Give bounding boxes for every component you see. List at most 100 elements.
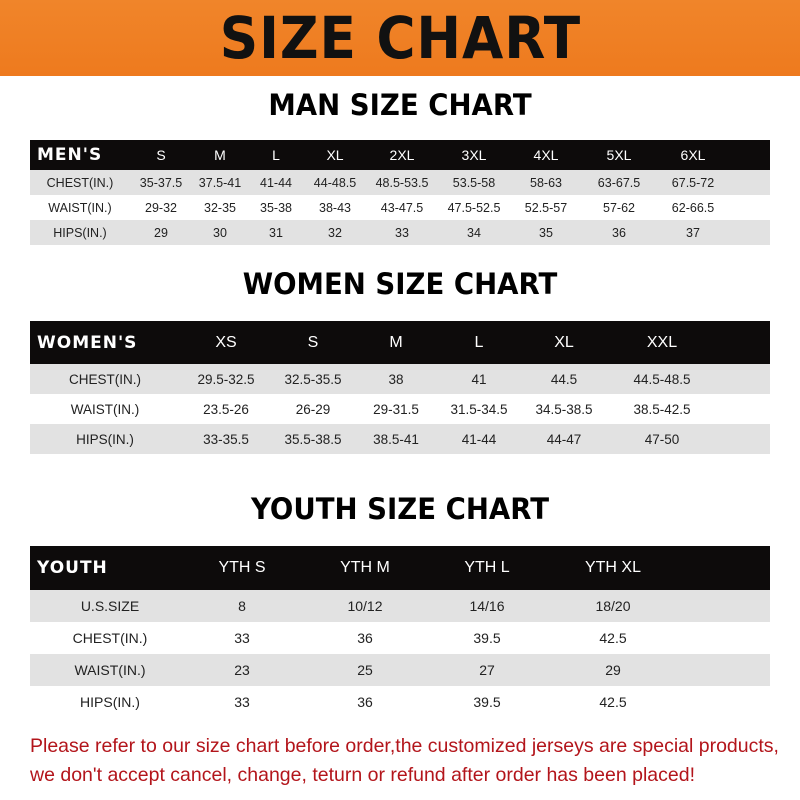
table-cell: 63-67.5	[582, 170, 656, 195]
youth-size-table: YOUTH YTH S YTH M YTH L YTH XL U.S.SIZE 8 10/12…	[30, 546, 770, 718]
empty-cell	[716, 364, 770, 394]
men-chart-title: MAN SIZE CHART	[268, 88, 532, 122]
size-header-cell: L	[248, 140, 304, 170]
table-cell: 38-43	[304, 195, 366, 220]
empty-cell	[730, 195, 770, 220]
empty-cell	[716, 394, 770, 424]
size-header-cell: S	[130, 140, 192, 170]
table-cell: 35-38	[248, 195, 304, 220]
table-cell: 42.5	[538, 686, 688, 718]
table-row: WAIST(IN.) 23.5-26 26-29 29-31.5 31.5-34.5 34…	[30, 394, 770, 424]
table-cell: 36	[294, 686, 436, 718]
table-cell: 29	[130, 220, 192, 245]
table-cell: 38.5-42.5	[608, 394, 716, 424]
table-cell: 41-44	[248, 170, 304, 195]
size-header-cell: 5XL	[582, 140, 656, 170]
measure-label: WAIST(IN.)	[30, 394, 180, 424]
table-cell: 41-44	[438, 424, 520, 454]
header-row: YOUTH YTH S YTH M YTH L YTH XL	[30, 546, 770, 590]
table-cell: 35.5-38.5	[272, 424, 354, 454]
empty-cell	[730, 170, 770, 195]
youth-chart-title: YOUTH SIZE CHART	[250, 492, 550, 526]
size-header-cell: 4XL	[510, 140, 582, 170]
table-cell: 23	[190, 654, 294, 686]
table-row: WAIST(IN.) 29-32 32-35 35-38 38-43 43-47.5 47.…	[30, 195, 770, 220]
table-cell: 53.5-58	[438, 170, 510, 195]
table-row: HIPS(IN.) 33-35.5 35.5-38.5 38.5-41 41-44 44-…	[30, 424, 770, 454]
table-row: HIPS(IN.) 29 30 31 32 33 34 35 36 37	[30, 220, 770, 245]
table-cell: 33-35.5	[180, 424, 272, 454]
table-cell: 31	[248, 220, 304, 245]
table-cell: 44-47	[520, 424, 608, 454]
table-cell: 32.5-35.5	[272, 364, 354, 394]
empty-cell	[688, 622, 770, 654]
table-cell: 8	[190, 590, 294, 622]
table-cell: 10/12	[294, 590, 436, 622]
table-row: CHEST(IN.) 29.5-32.5 32.5-35.5 38 41 44.5 44.5…	[30, 364, 770, 394]
table-row: CHEST(IN.) 33 36 39.5 42.5	[30, 622, 770, 654]
measure-label: HIPS(IN.)	[30, 424, 180, 454]
table-cell: 44.5	[520, 364, 608, 394]
size-header-cell: XL	[304, 140, 366, 170]
size-chart-banner: SIZE CHART	[0, 0, 800, 76]
measure-label: CHEST(IN.)	[30, 364, 180, 394]
table-cell: 36	[294, 622, 436, 654]
table-cell: 43-47.5	[366, 195, 438, 220]
measure-label: WAIST(IN.)	[30, 195, 130, 220]
table-cell: 37	[656, 220, 730, 245]
size-header-cell: XL	[520, 321, 608, 364]
women-chart-title: WOMEN SIZE CHART	[242, 267, 558, 301]
table-cell: 27	[436, 654, 538, 686]
table-title-cell: WOMEN'S	[30, 321, 180, 364]
empty-cell	[688, 546, 770, 590]
table-cell: 14/16	[436, 590, 538, 622]
table-title-cell: MEN'S	[30, 140, 130, 170]
size-header-cell: XXL	[608, 321, 716, 364]
size-header-cell: 3XL	[438, 140, 510, 170]
table-cell: 47.5-52.5	[438, 195, 510, 220]
table-cell: 29-32	[130, 195, 192, 220]
table-cell: 44-48.5	[304, 170, 366, 195]
empty-cell	[730, 220, 770, 245]
size-header-cell: 6XL	[656, 140, 730, 170]
table-cell: 36	[582, 220, 656, 245]
table-cell: 32-35	[192, 195, 248, 220]
size-header-cell: XS	[180, 321, 272, 364]
notice-line-2: we don't accept cancel, change, teturn o…	[30, 764, 695, 786]
table-cell: 39.5	[436, 622, 538, 654]
table-cell: 33	[190, 622, 294, 654]
table-cell: 44.5-48.5	[608, 364, 716, 394]
table-cell: 39.5	[436, 686, 538, 718]
measure-label: WAIST(IN.)	[30, 654, 190, 686]
header-row: WOMEN'S XS S M L XL XXL	[30, 321, 770, 364]
table-cell: 23.5-26	[180, 394, 272, 424]
measure-label: CHEST(IN.)	[30, 622, 190, 654]
table-cell: 29	[538, 654, 688, 686]
size-header-cell: M	[354, 321, 438, 364]
table-cell: 31.5-34.5	[438, 394, 520, 424]
header-row: MEN'S S M L XL 2XL 3XL 4XL 5XL 6XL	[30, 140, 770, 170]
table-cell: 32	[304, 220, 366, 245]
empty-cell	[730, 140, 770, 170]
table-row: U.S.SIZE 8 10/12 14/16 18/20	[30, 590, 770, 622]
size-header-cell: YTH XL	[538, 546, 688, 590]
table-cell: 47-50	[608, 424, 716, 454]
empty-cell	[716, 424, 770, 454]
notice-line-1: Please refer to our size chart before or…	[30, 735, 779, 757]
size-header-cell: L	[438, 321, 520, 364]
empty-cell	[688, 590, 770, 622]
table-cell: 35	[510, 220, 582, 245]
empty-cell	[688, 686, 770, 718]
table-cell: 57-62	[582, 195, 656, 220]
measure-label: HIPS(IN.)	[30, 686, 190, 718]
size-header-cell: YTH L	[436, 546, 538, 590]
measure-label: HIPS(IN.)	[30, 220, 130, 245]
men-size-table: MEN'S S M L XL 2XL 3XL 4XL 5XL 6XL CHEST(IN.) 35-37…	[30, 140, 770, 245]
table-cell: 25	[294, 654, 436, 686]
table-cell: 33	[190, 686, 294, 718]
size-header-cell: YTH M	[294, 546, 436, 590]
table-cell: 38	[354, 364, 438, 394]
table-cell: 29.5-32.5	[180, 364, 272, 394]
table-cell: 42.5	[538, 622, 688, 654]
table-cell: 52.5-57	[510, 195, 582, 220]
